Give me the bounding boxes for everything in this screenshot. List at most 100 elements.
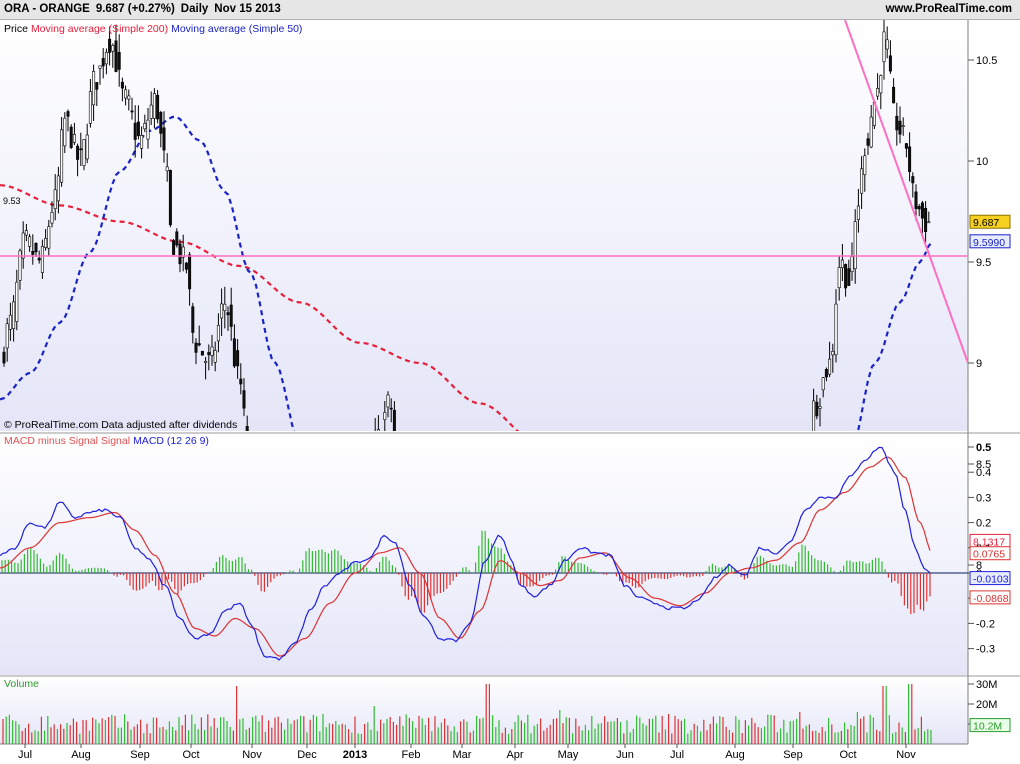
candle-body [56, 175, 60, 202]
ma50-badge-text: 9.5990 [973, 237, 1005, 249]
candle-body [114, 40, 118, 72]
price-panel [0, 20, 968, 431]
candle-body [229, 304, 233, 327]
candle-body [5, 323, 9, 349]
candle-body [828, 358, 832, 375]
candle-body [892, 86, 896, 104]
macd-tick-label: 0.2 [976, 518, 991, 530]
x-axis-label: Jul [670, 749, 684, 761]
candle-body [386, 394, 390, 408]
candle-body [226, 312, 230, 316]
candle-body [18, 250, 22, 281]
candle-body [815, 401, 819, 417]
period-label: Daily [180, 3, 209, 15]
candle-body [12, 301, 16, 329]
macd-tick-label: -0.3 [976, 644, 995, 656]
macd-legend: MACD minus Signal Signal MACD (12 26 9) [4, 435, 209, 447]
candle-body [866, 138, 870, 146]
macd-badge: -0.0103 [969, 571, 1011, 586]
x-axis-label: Oct [839, 749, 856, 761]
candle-body [60, 129, 64, 183]
candle-body [204, 360, 208, 363]
resistance-trendline [844, 20, 968, 364]
macd-line-legend: MACD (12 26 9) [133, 435, 209, 447]
macd-panel [0, 435, 968, 675]
candle-body [924, 208, 928, 233]
candle-body [2, 351, 6, 364]
candle-body [127, 95, 131, 100]
title-bar: ORA - ORANGE 9.687 (+0.27%) Daily Nov 15 20… [0, 0, 1020, 20]
ma50-legend: Moving average (Simple 50) [171, 23, 302, 35]
candle-body [44, 238, 48, 248]
candle-body [901, 125, 905, 127]
macd-badge-text: -0.0103 [973, 574, 1009, 586]
candle-body [63, 117, 67, 147]
volume-badge-text: 10.2M [973, 721, 1002, 733]
price-tick-label: 8 [976, 560, 982, 572]
candle-body [213, 350, 217, 363]
candle-body [95, 82, 99, 90]
candle-body [876, 88, 880, 97]
candle-body [72, 134, 76, 143]
candle-body [168, 170, 172, 226]
candle-body [207, 352, 211, 356]
macd-hist-legend: MACD minus Signal Signal [4, 435, 130, 447]
price-tick-label: 9.5 [976, 257, 991, 269]
price-tick-label: 10 [976, 156, 988, 168]
candle-body [188, 254, 192, 290]
candle-body [389, 407, 393, 410]
x-axis-label: 2013 [343, 749, 367, 761]
candle-body [111, 45, 115, 52]
candle-body [908, 146, 912, 172]
candle-body [847, 268, 851, 286]
volume-tick-label: 30M [976, 679, 997, 691]
candle-body [8, 314, 12, 330]
candle-body [85, 134, 89, 160]
candle-body [53, 189, 57, 210]
candle-body [383, 412, 387, 420]
candle-body [82, 139, 86, 167]
candle-body [239, 378, 243, 385]
candle-body [863, 155, 867, 176]
site-link[interactable]: www.ProRealTime.com [885, 3, 1012, 15]
candle-body [917, 206, 921, 210]
x-axis-label: Sep [783, 749, 803, 761]
candle-body [879, 75, 883, 94]
candle-body [392, 409, 396, 431]
candle-body [860, 168, 864, 194]
macd-line [0, 446, 931, 661]
ma50-badge: 9.5990 [969, 234, 1011, 249]
volume-badge: 10.2M [969, 718, 1011, 733]
candle-body [37, 257, 41, 261]
chart-canvas[interactable]: 11.51110.5109.598.589.59909.6878.13170.5… [0, 20, 1020, 764]
candle-body [821, 377, 825, 391]
candle-body [895, 115, 899, 131]
candle-body [191, 306, 195, 333]
hline-label: 9.53 [3, 196, 21, 206]
signal-line [0, 456, 931, 657]
candle-body [837, 267, 841, 289]
candle-body [117, 52, 121, 70]
candle-body [869, 116, 873, 148]
candle-body [831, 350, 835, 356]
candle-body [76, 145, 80, 160]
candle-body [15, 281, 19, 322]
price-footer: © ProRealTime.com Data adjusted after di… [4, 419, 237, 431]
candle-body [178, 243, 182, 265]
price-tick-label: 8.5 [976, 459, 991, 471]
price-change-label: 9.687 (+0.27%) [95, 3, 175, 15]
candle-body [232, 338, 236, 367]
signal-badge: 0.0765 [969, 546, 1011, 561]
candle-body [146, 119, 150, 140]
hist-badge-box [969, 590, 1011, 605]
candle-body [140, 135, 144, 149]
candle-body [236, 350, 240, 367]
candle-body [31, 251, 35, 255]
candle-body [220, 303, 224, 319]
candle-body [130, 110, 134, 113]
x-axis-label: Jun [616, 749, 634, 761]
candle-body [850, 256, 854, 272]
candle-body [69, 126, 73, 148]
candle-body [200, 350, 204, 356]
